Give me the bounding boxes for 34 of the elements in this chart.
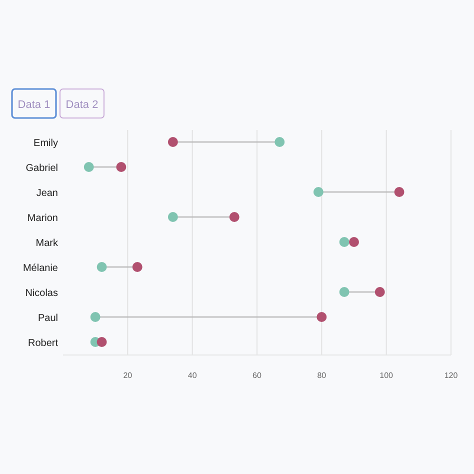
y-tick-label: Gabriel [26,163,58,174]
point [132,262,142,272]
point [168,212,178,222]
point [339,287,350,297]
point [339,237,350,247]
point [90,312,100,322]
y-tick-label: Mark [36,238,59,249]
x-tick-label: 80 [317,371,327,380]
x-tick-label: 40 [188,371,198,380]
point [96,262,107,272]
y-tick-label: Nicolas [25,288,58,299]
button: Data 1 [11,88,57,119]
point [313,187,324,197]
point [84,162,94,172]
x-tick-label: 100 [380,371,394,380]
point [374,287,385,297]
point [349,237,359,247]
x-tick-label: 120 [444,371,458,380]
y-tick-label: Jean [36,188,58,199]
y-tick-label: Mélanie [22,263,58,274]
y-tick-label: Marion [27,213,58,224]
point [316,312,327,322]
y-tick-label: Robert [28,338,58,349]
point [168,137,178,147]
y-tick-label: Emily [34,138,58,149]
x-tick-label: 60 [252,371,262,380]
x-tick-label: 20 [123,371,133,380]
button: Data 2 [60,88,104,118]
point [229,212,240,222]
y-tick-label: Paul [38,313,58,324]
point [116,162,126,172]
point [394,187,404,197]
point [274,137,285,147]
point [96,337,107,347]
